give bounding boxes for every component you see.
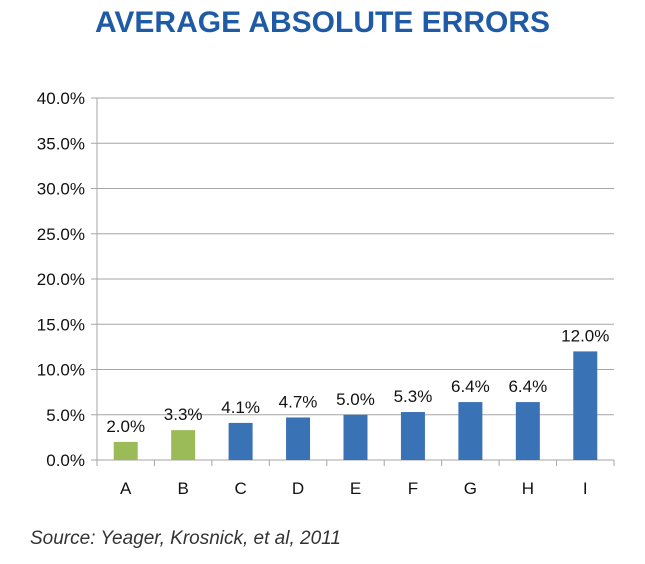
data-label: 2.0% (106, 417, 145, 436)
y-tick-label: 25.0% (37, 225, 85, 244)
data-labels: 2.0% 3.3% 4.1% 4.7% 5.0% 5.3% 6.4% 6.4% 12.0% (106, 326, 609, 436)
y-tick-label: 15.0% (37, 315, 85, 334)
x-category-label: B (177, 479, 188, 498)
data-label: 4.7% (279, 392, 318, 411)
bar (400, 412, 425, 460)
y-tick-label: 5.0% (46, 406, 85, 425)
x-category-label: C (234, 479, 246, 498)
y-tick-label: 40.0% (37, 89, 85, 108)
x-category-label: A (120, 479, 132, 498)
x-category-label: G (464, 479, 477, 498)
data-label: 5.3% (394, 387, 433, 406)
bar (343, 414, 368, 460)
bar (573, 351, 598, 460)
bar (228, 422, 253, 460)
x-axis-categories: A B C D E F G H I (120, 479, 588, 498)
data-label: 5.0% (336, 390, 375, 409)
x-category-label: F (408, 479, 418, 498)
bars (113, 351, 598, 460)
x-category-label: E (350, 479, 361, 498)
data-label: 3.3% (164, 405, 203, 424)
x-category-label: D (292, 479, 304, 498)
y-tick-label: 0.0% (46, 451, 85, 470)
data-label: 4.1% (221, 398, 260, 417)
x-category-label: H (522, 479, 534, 498)
y-axis-ticks: 0.0% 5.0% 10.0% 15.0% 20.0% 25.0% 30.0% 35.0% 40… (37, 89, 85, 470)
y-tick-label: 35.0% (37, 134, 85, 153)
source-note: Source: Yeager, Krosnick, et al, 2011 (30, 528, 341, 549)
y-tick-label: 30.0% (37, 180, 85, 199)
data-label: 6.4% (451, 377, 490, 396)
bar (286, 417, 311, 460)
y-tick-label: 10.0% (37, 361, 85, 380)
data-label: 6.4% (508, 377, 547, 396)
x-category-label: I (583, 479, 588, 498)
bar (515, 402, 540, 460)
y-tick-label: 20.0% (37, 270, 85, 289)
chart-title: AVERAGE ABSOLUTE ERRORS (94, 6, 551, 39)
bar (458, 402, 483, 460)
data-label: 12.0% (561, 326, 609, 345)
bar (113, 441, 138, 460)
bar (171, 430, 196, 460)
